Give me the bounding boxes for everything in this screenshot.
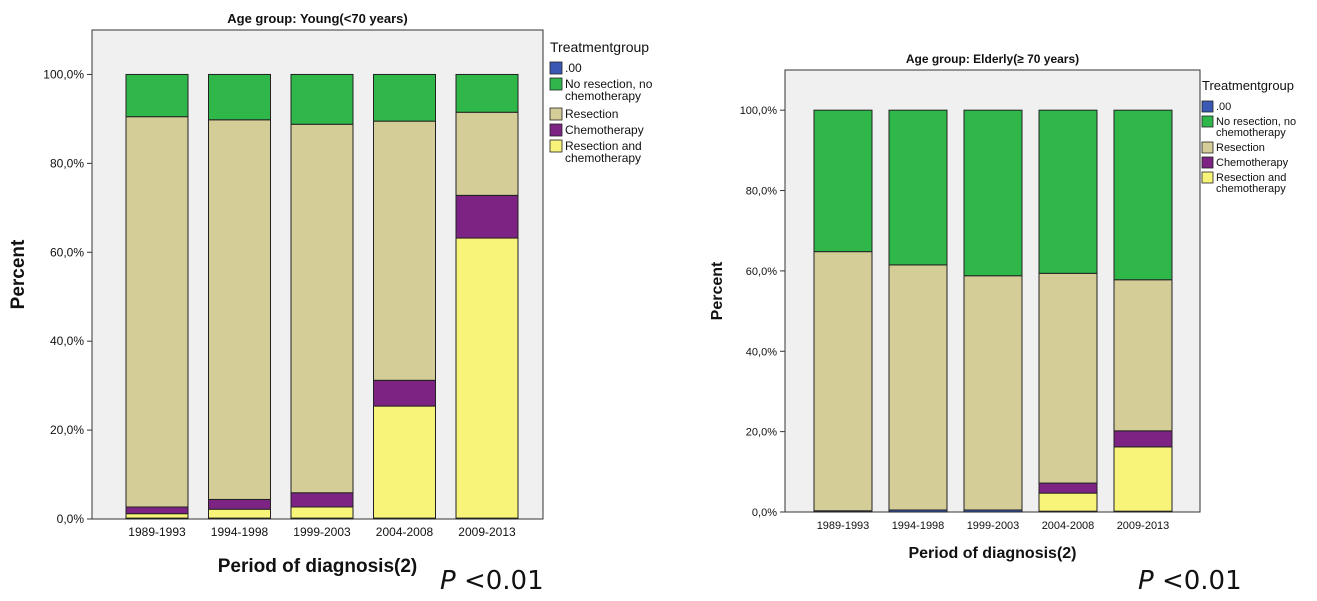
young-bar-1994-1998-No-resection-no-chemotherapy bbox=[208, 73, 271, 121]
elderly-title: Age group: Elderly(≥ 70 years) bbox=[906, 52, 1079, 66]
elderly-bar-1999-2003-Resection bbox=[963, 275, 1023, 511]
elderly-x-tick-label: 1989-1993 bbox=[817, 520, 870, 532]
young-bar-2004-2008-Resection-and-chemotherapy bbox=[373, 405, 436, 519]
young-legend-label: .00 bbox=[565, 61, 582, 75]
elderly-legend-label: No resection, no bbox=[1216, 116, 1296, 128]
p-value-young: P <0.01 bbox=[440, 566, 544, 596]
young-bar-1989-1993-No-resection-no-chemotherapy bbox=[125, 73, 189, 118]
elderly-legend-label: chemotherapy bbox=[1216, 127, 1286, 139]
young-legend-swatch bbox=[549, 123, 563, 137]
young-x-tick-label: 1989-1993 bbox=[128, 525, 186, 539]
young-bar-2009-2013-No-resection-no-chemotherapy bbox=[455, 73, 519, 113]
elderly-bar-1994-1998-No-resection-no-chemotherapy bbox=[888, 109, 948, 266]
elderly-y-tick-label: 100,0% bbox=[740, 105, 778, 117]
elderly-x-axis-label: Period of diagnosis(2) bbox=[908, 545, 1076, 562]
young-bar-2004-2008-Chemotherapy bbox=[373, 379, 436, 407]
elderly-bar-2004-2008-Resection bbox=[1038, 272, 1098, 484]
young-bar-1999-2003-No-resection-no-chemotherapy bbox=[290, 73, 354, 125]
elderly-bar-1989-1993-Resection bbox=[813, 251, 873, 512]
young-bar-1999-2003-Resection bbox=[290, 123, 354, 494]
elderly-legend-swatch bbox=[1201, 171, 1214, 184]
young-bar-1989-1993-Chemotherapy bbox=[125, 506, 189, 515]
elderly-legend-label: Chemotherapy bbox=[1216, 157, 1289, 169]
young-legend-label: chemotherapy bbox=[565, 89, 641, 103]
elderly-legend-label: Resection bbox=[1216, 142, 1265, 154]
chart-young-svg: Age group: Young(<70 years) 0,0% 20,0% 40,0… bbox=[8, 11, 653, 577]
young-legend-swatch bbox=[549, 107, 563, 121]
elderly-y-tick-label: 80,0% bbox=[746, 186, 777, 198]
young-legend-swatch bbox=[549, 139, 563, 153]
young-bar-2004-2008-No-resection-no-chemotherapy bbox=[373, 73, 436, 122]
elderly-x-tick-label: 2004-2008 bbox=[1042, 520, 1095, 532]
elderly-legend-swatch bbox=[1201, 141, 1214, 154]
elderly-legend-swatch bbox=[1201, 100, 1214, 113]
elderly-legend-label: chemotherapy bbox=[1216, 183, 1286, 195]
elderly-bar-2009-2013-No-resection-no-chemotherapy bbox=[1113, 109, 1173, 281]
elderly-bar-2009-2013-Resection bbox=[1113, 279, 1173, 432]
elderly-y-tick-label: 60,0% bbox=[746, 266, 777, 278]
p-value-elderly-text: <0.01 bbox=[1161, 566, 1242, 596]
elderly-x-tick-label: 1999-2003 bbox=[967, 520, 1020, 532]
young-bar-2009-2013-Resection-and-chemotherapy bbox=[455, 237, 519, 519]
elderly-bar-1999-2003-No-resection-no-chemotherapy bbox=[963, 109, 1023, 277]
young-bar-1999-2003-Chemotherapy bbox=[290, 492, 354, 508]
elderly-bar-1989-1993-No-resection-no-chemotherapy bbox=[813, 109, 873, 253]
young-legend-swatch bbox=[549, 61, 563, 75]
young-x-tick-label: 2004-2008 bbox=[376, 525, 434, 539]
young-bar-1994-1998-Resection-and-chemotherapy bbox=[208, 508, 271, 519]
elderly-legend-title: Treatmentgroup bbox=[1202, 78, 1294, 93]
young-legend-label: chemotherapy bbox=[565, 151, 641, 165]
elderly-x-tick-label: 1994-1998 bbox=[892, 520, 945, 532]
young-y-tick-label: 0,0% bbox=[57, 512, 85, 526]
young-legend-swatch bbox=[549, 77, 563, 91]
young-legend-title: Treatmentgroup bbox=[550, 39, 649, 55]
young-title: Age group: Young(<70 years) bbox=[227, 11, 407, 26]
p-value-elderly: P <0.01 bbox=[1138, 566, 1242, 596]
elderly-y-tick-label: 20,0% bbox=[746, 427, 777, 439]
p-value-young-symbol: P bbox=[440, 566, 456, 596]
young-y-tick-label: 60,0% bbox=[50, 245, 84, 259]
elderly-bar-2009-2013-Chemotherapy bbox=[1113, 430, 1173, 448]
young-y-tick-label: 100,0% bbox=[43, 67, 84, 81]
young-bar-2004-2008-Resection bbox=[373, 120, 436, 381]
young-bar-1999-2003-Resection-and-chemotherapy bbox=[290, 506, 354, 519]
young-legend-label: Resection bbox=[565, 107, 618, 121]
young-legend-label: No resection, no bbox=[565, 77, 653, 91]
young-bar-1989-1993-Resection-and-chemotherapy bbox=[125, 513, 189, 519]
young-legend-label: Chemotherapy bbox=[565, 123, 644, 137]
elderly-y-axis-label: Percent bbox=[709, 261, 726, 320]
young-bar-1989-1993-Resection bbox=[125, 116, 189, 508]
elderly-bar-1994-1998-Resection bbox=[888, 264, 948, 511]
young-x-tick-label: 1994-1998 bbox=[211, 525, 269, 539]
elderly-y-tick-label: 0,0% bbox=[752, 507, 777, 519]
elderly-bar-2004-2008-No-resection-no-chemotherapy bbox=[1038, 109, 1098, 274]
elderly-bar-2004-2008-Chemotherapy bbox=[1038, 482, 1098, 494]
young-y-tick-label: 40,0% bbox=[50, 334, 84, 348]
elderly-bar-2009-2013-Resection-and-chemotherapy bbox=[1113, 446, 1173, 512]
p-value-young-text: <0.01 bbox=[463, 566, 544, 596]
young-y-tick-label: 20,0% bbox=[50, 423, 84, 437]
young-bar-2009-2013-Resection bbox=[455, 111, 519, 196]
p-value-elderly-symbol: P bbox=[1138, 566, 1154, 596]
elderly-bar-2004-2008-Resection-and-chemotherapy bbox=[1038, 492, 1098, 512]
young-bar-1994-1998-Resection bbox=[208, 119, 271, 500]
young-x-tick-label: 1999-2003 bbox=[293, 525, 351, 539]
young-bar-1994-1998-Chemotherapy bbox=[208, 498, 271, 510]
elderly-legend-label: .00 bbox=[1216, 101, 1231, 113]
young-y-axis-label: Percent bbox=[8, 239, 29, 309]
elderly-legend-swatch bbox=[1201, 156, 1214, 169]
young-x-axis-label: Period of diagnosis(2) bbox=[218, 556, 418, 577]
elderly-legend-swatch bbox=[1201, 115, 1214, 128]
chart-young: Age group: Young(<70 years) 0,0% 20,0% 40,0… bbox=[8, 11, 653, 577]
young-x-tick-label: 2009-2013 bbox=[458, 525, 516, 539]
young-y-tick-label: 80,0% bbox=[50, 156, 84, 170]
young-legend-label: Resection and bbox=[565, 139, 642, 153]
young-bar-2009-2013-Chemotherapy bbox=[455, 194, 519, 239]
chart-elderly-svg: Age group: Elderly(≥ 70 years) 0,0% 20,0% 4… bbox=[709, 52, 1296, 562]
chart-elderly: Age group: Elderly(≥ 70 years) 0,0% 20,0% 4… bbox=[700, 0, 1317, 596]
elderly-x-tick-label: 2009-2013 bbox=[1117, 520, 1170, 532]
elderly-legend-label: Resection and bbox=[1216, 172, 1286, 184]
elderly-y-tick-label: 40,0% bbox=[746, 346, 777, 358]
